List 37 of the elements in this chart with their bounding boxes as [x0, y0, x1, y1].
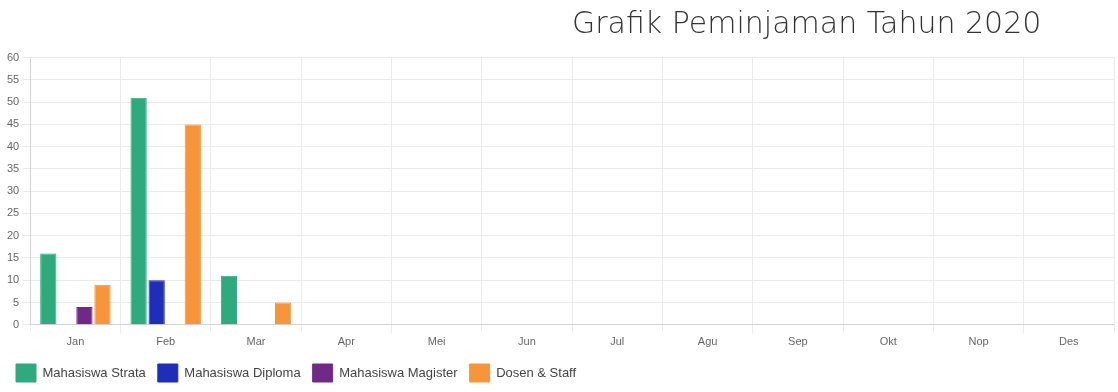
chart-title: Grafik Peminjaman Tahun 2020 — [571, 4, 1043, 42]
x-tick-label: Nop — [968, 335, 989, 348]
y-tick-label: 20 — [6, 228, 20, 241]
y-tick-label: 45 — [6, 117, 20, 130]
bar — [184, 124, 201, 325]
bar — [40, 253, 57, 325]
y-tick-label: 50 — [6, 95, 20, 108]
legend-label: Dosen & Staff — [496, 364, 577, 380]
legend-label: Mahasiswa Strata — [42, 364, 147, 380]
x-tick-label: Sep — [788, 335, 808, 348]
y-tick-label: 35 — [6, 161, 20, 174]
y-tick-label: 15 — [6, 251, 20, 264]
bar — [148, 280, 165, 325]
y-tick-label: 55 — [6, 72, 20, 85]
bar — [94, 284, 111, 325]
y-tick-label: 30 — [6, 184, 20, 197]
legend-label: Mahasiswa Diploma — [184, 364, 302, 380]
x-tick-label: Jan — [66, 335, 85, 348]
bar — [130, 97, 147, 325]
y-tick-label: 5 — [13, 295, 20, 308]
y-tick-label: 40 — [6, 139, 20, 152]
x-tick-label: Jun — [518, 335, 536, 348]
bar — [220, 275, 238, 325]
x-tick-label: Jul — [610, 335, 625, 348]
legend-label: Mahasiswa Magister — [339, 364, 459, 380]
x-tick-label: Mei — [427, 335, 446, 348]
x-tick-label: Agu — [697, 335, 718, 348]
x-tick-label: Feb — [156, 335, 176, 348]
y-tick-label: 60 — [6, 50, 20, 63]
x-tick-label: Des — [1059, 335, 1080, 348]
x-tick-label: Okt — [879, 335, 897, 348]
y-tick-label: 0 — [13, 317, 20, 330]
x-tick-label: Apr — [337, 335, 356, 348]
y-tick-label: 25 — [6, 206, 20, 219]
bar — [274, 302, 292, 325]
x-tick-label: Mar — [246, 335, 266, 348]
y-tick-label: 10 — [6, 273, 20, 286]
